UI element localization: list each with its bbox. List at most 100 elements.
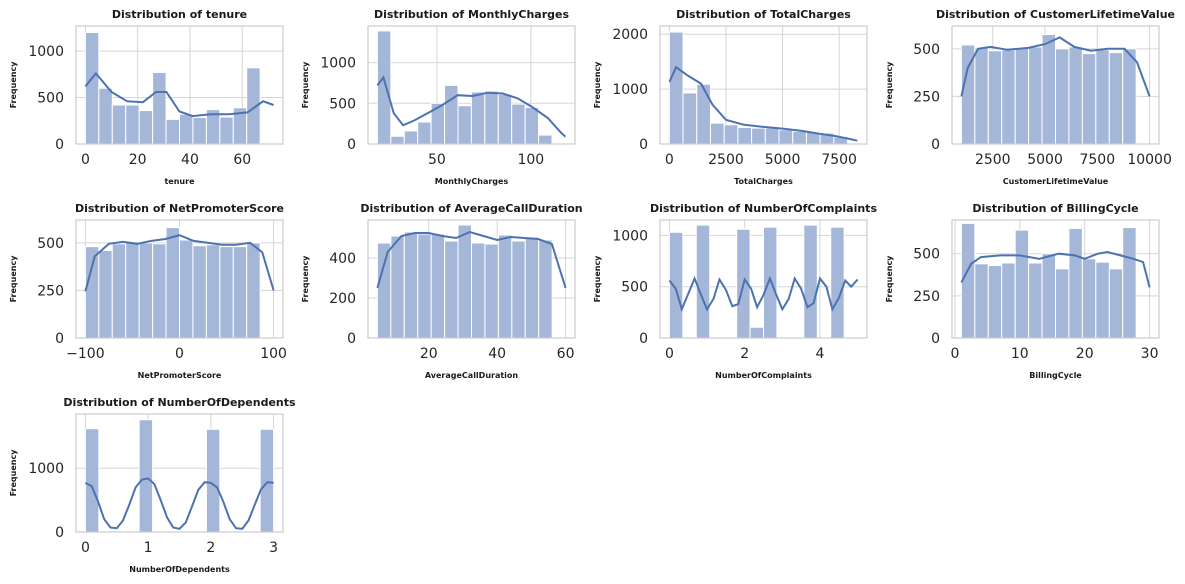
- histogram-bar: [1028, 262, 1043, 339]
- histogram-panel: 0 20 40 60 0 500 1000 Distribution of tenure ten…: [9, 8, 284, 186]
- x-tick-label: 7500: [821, 152, 857, 168]
- histogram-bar: [125, 104, 140, 145]
- histogram-bar: [960, 222, 976, 339]
- histogram-bar: [219, 246, 234, 339]
- histogram-bar: [763, 226, 778, 339]
- y-axis-label: Frequency: [593, 255, 602, 303]
- x-axis-label: AverageCallDuration: [425, 371, 519, 380]
- histogram-bar: [1041, 253, 1057, 339]
- histogram-panel: 20 40 60 0 200 400 Distribution of AverageCall…: [301, 202, 583, 380]
- x-axis-label: MonthlyCharges: [435, 177, 509, 186]
- y-tick-label: 1000: [320, 56, 356, 72]
- plot-frame: [659, 219, 868, 339]
- x-tick-label: 0: [665, 346, 674, 362]
- plot-frame: [951, 25, 1160, 145]
- y-tick-label: 0: [639, 331, 648, 347]
- histogram-bar: [737, 127, 753, 145]
- histogram-bar: [192, 117, 207, 145]
- x-tick-label: 2500: [975, 152, 1011, 168]
- histogram-bar: [524, 106, 540, 145]
- histogram-bar: [84, 246, 100, 339]
- histogram-bar: [1068, 46, 1083, 145]
- histogram-bar: [403, 231, 419, 339]
- histogram-bar: [511, 103, 526, 145]
- plot-frame: [367, 25, 576, 145]
- histogram-bar: [764, 127, 780, 145]
- panel-title: Distribution of CustomerLifetimeValue: [936, 8, 1175, 21]
- y-tick-label: 1000: [28, 44, 64, 60]
- histogram-bar: [219, 116, 234, 145]
- panel-title: Distribution of NumberOfComplaints: [650, 202, 877, 215]
- y-tick-label: 250: [37, 283, 64, 299]
- plot-frame: [659, 25, 868, 145]
- histogram-bar: [484, 243, 499, 339]
- histogram-bar: [1108, 268, 1124, 339]
- x-tick-label: 0: [81, 540, 90, 556]
- histogram-bar: [1014, 47, 1030, 145]
- histogram-bar: [417, 233, 432, 339]
- histogram-bar: [111, 243, 127, 339]
- histogram-bar: [1001, 49, 1016, 145]
- histogram-bar: [259, 428, 275, 533]
- x-tick-label: 10000: [1127, 152, 1172, 168]
- histogram-bar: [497, 234, 513, 339]
- histogram-bar: [470, 91, 486, 145]
- x-tick-label: 5000: [1027, 152, 1063, 168]
- y-tick-label: 1000: [28, 461, 64, 477]
- panel-title: Distribution of NetPromoterScore: [75, 202, 284, 215]
- y-tick-label: 400: [329, 251, 356, 267]
- y-axis-label: Frequency: [885, 61, 894, 109]
- x-axis-label: CustomerLifetimeValue: [1003, 177, 1109, 186]
- y-tick-label: 0: [55, 137, 64, 153]
- x-tick-label: 10: [1011, 346, 1029, 362]
- y-tick-label: 500: [621, 280, 648, 296]
- kde-curve: [668, 65, 858, 142]
- histogram-bar: [987, 265, 1003, 339]
- y-axis-label: Frequency: [885, 255, 894, 303]
- y-tick-label: 500: [37, 91, 64, 107]
- y-tick-label: 0: [639, 137, 648, 153]
- y-tick-label: 500: [329, 96, 356, 112]
- histogram-bar: [376, 242, 392, 339]
- histogram-bar: [246, 242, 261, 339]
- histogram-bar: [682, 92, 698, 145]
- x-tick-label: 100: [260, 346, 287, 362]
- x-tick-label: −100: [66, 346, 104, 362]
- histogram-bar: [511, 240, 526, 339]
- x-tick-label: 0: [950, 346, 959, 362]
- plot-frame: [75, 25, 284, 145]
- kde-curve: [84, 71, 274, 118]
- histogram-bar: [1095, 261, 1110, 339]
- histogram-bar: [138, 419, 154, 533]
- y-tick-label: 1000: [612, 82, 648, 98]
- histogram-bar: [403, 130, 419, 145]
- histogram-panel: 0 10 20 30 0 250 500 Distribution of BillingCyc…: [885, 202, 1160, 380]
- x-tick-label: 20: [420, 346, 438, 362]
- histogram-bar: [84, 32, 100, 145]
- histogram-bar: [778, 129, 794, 145]
- histogram-bar: [695, 224, 711, 339]
- histogram-bar: [111, 104, 127, 145]
- y-tick-label: 0: [931, 331, 940, 347]
- x-tick-label: 2500: [708, 152, 744, 168]
- y-axis-label: Frequency: [9, 255, 18, 303]
- x-axis-label: NumberOfDependents: [129, 565, 230, 574]
- histogram-bar: [497, 93, 513, 145]
- x-tick-label: 100: [517, 152, 544, 168]
- x-tick-label: 20: [129, 152, 147, 168]
- histogram-bar: [1055, 48, 1070, 145]
- histogram-bar: [98, 249, 113, 339]
- x-tick-label: 4: [815, 346, 824, 362]
- histogram-bar: [1014, 229, 1030, 339]
- kde-curve: [376, 75, 567, 138]
- histogram-bar: [974, 263, 989, 339]
- histogram-bar: [98, 87, 113, 145]
- panel-title: Distribution of AverageCallDuration: [360, 202, 582, 215]
- histogram-bar: [709, 122, 725, 145]
- x-tick-label: 30: [1141, 346, 1159, 362]
- y-tick-label: 500: [37, 236, 64, 252]
